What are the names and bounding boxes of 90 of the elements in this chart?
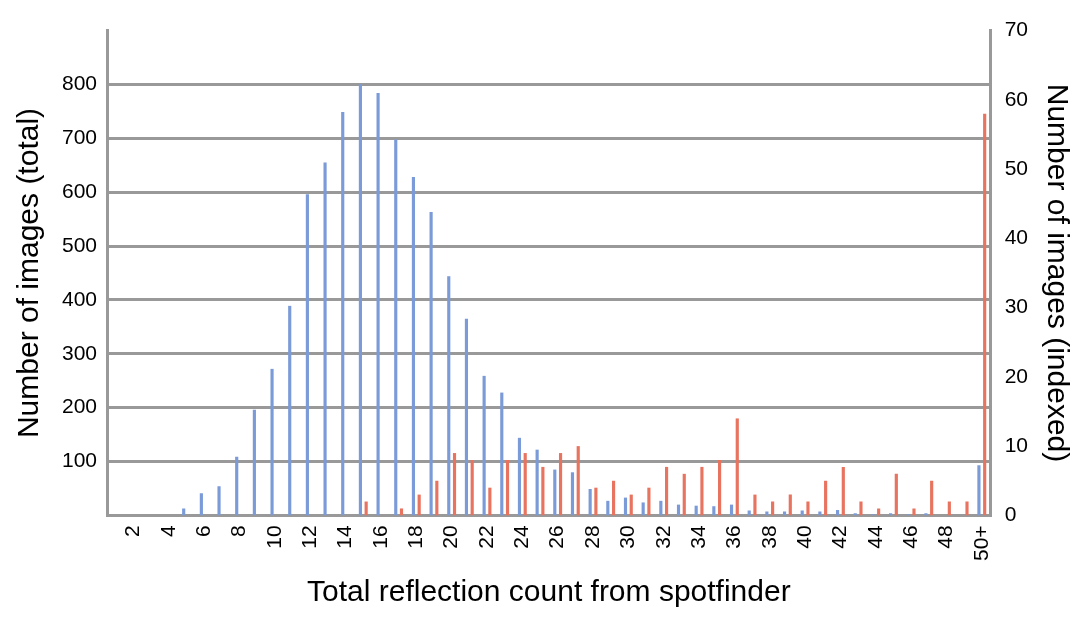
bar xyxy=(647,487,651,516)
x-tick-label: 10 xyxy=(261,525,285,549)
bar xyxy=(718,459,722,516)
x-tick-label: 30 xyxy=(615,525,639,549)
x-tick-label: 12 xyxy=(297,525,321,549)
bar xyxy=(252,409,256,516)
y2-tick-label: 30 xyxy=(1004,294,1028,318)
x-tick-label: 14 xyxy=(332,525,356,549)
bar xyxy=(447,276,451,516)
x-tick-label: 6 xyxy=(191,525,215,538)
bar xyxy=(182,508,186,516)
x-tick-label: 32 xyxy=(650,525,674,549)
bar xyxy=(611,480,616,516)
bar xyxy=(376,93,380,516)
bar xyxy=(841,466,845,516)
bar xyxy=(341,111,345,516)
bar xyxy=(682,473,686,516)
bar xyxy=(500,392,504,516)
x-tick-label: 4 xyxy=(155,525,179,538)
y2-tick-label: 20 xyxy=(1004,363,1028,387)
bar xyxy=(753,494,757,516)
x-axis-title: Total reflection count from spotfinder xyxy=(307,574,791,608)
bar xyxy=(977,465,981,516)
bar xyxy=(199,493,203,516)
bar xyxy=(452,453,457,516)
bar xyxy=(877,508,881,516)
bar xyxy=(217,486,221,516)
bar xyxy=(488,487,492,516)
x-tick-label: 34 xyxy=(685,525,709,549)
x-tick-label: 48 xyxy=(933,525,957,549)
x-tick-label: 22 xyxy=(473,525,497,549)
y2-tick-label: 60 xyxy=(1004,86,1028,110)
x-tick-label: 20 xyxy=(438,525,462,549)
bar xyxy=(859,501,863,516)
y2-tick-label: 50 xyxy=(1004,155,1028,179)
bar xyxy=(930,480,934,516)
bar xyxy=(824,480,828,516)
bar xyxy=(435,480,439,516)
bar xyxy=(806,501,810,516)
bar xyxy=(305,194,309,516)
bar xyxy=(788,494,792,516)
bar xyxy=(912,508,916,516)
bar xyxy=(482,375,486,516)
y-tick-label: 300 xyxy=(61,340,98,364)
x-tick-label: 16 xyxy=(367,525,391,549)
x-tick-label: 18 xyxy=(403,525,427,549)
x-tick-label: 2 xyxy=(120,525,144,538)
bar xyxy=(464,318,469,516)
bar xyxy=(894,473,898,516)
bar xyxy=(470,459,474,516)
bar xyxy=(399,508,404,516)
x-tick-label: 46 xyxy=(897,525,921,549)
bar xyxy=(358,83,362,516)
y2-axis-title: Number of images (indexed) xyxy=(1041,83,1075,463)
x-tick-label: 38 xyxy=(756,525,780,549)
bar xyxy=(288,305,292,516)
y-tick-label: 400 xyxy=(61,286,98,310)
y2-tick-label: 70 xyxy=(1004,17,1028,41)
x-tick-label: 26 xyxy=(544,525,568,549)
bar xyxy=(665,466,669,516)
x-tick-label: 36 xyxy=(721,525,745,549)
bar xyxy=(735,418,739,516)
bar xyxy=(417,494,421,516)
y2-tick-label: 0 xyxy=(1004,502,1017,526)
x-tick-label: 44 xyxy=(862,525,886,549)
y2-tick-label: 10 xyxy=(1004,432,1028,456)
x-tick-label: 42 xyxy=(827,525,851,549)
bar xyxy=(270,368,274,516)
y-axis-title: Number of images (total) xyxy=(11,107,45,439)
bar xyxy=(429,212,433,516)
y-tick-label: 500 xyxy=(61,232,98,256)
bar xyxy=(965,501,969,516)
y-tick-label: 800 xyxy=(61,71,98,95)
y2-tick-label: 40 xyxy=(1004,225,1028,249)
bar xyxy=(411,177,416,516)
x-tick-label: 8 xyxy=(226,525,250,538)
y-tick-label: 700 xyxy=(61,125,98,149)
bar xyxy=(700,466,704,516)
bar xyxy=(712,506,716,516)
x-tick-label: 40 xyxy=(791,525,815,549)
x-tick-label: 24 xyxy=(509,525,533,549)
bar xyxy=(323,162,327,516)
y-tick-label: 600 xyxy=(61,178,98,202)
bar xyxy=(394,139,398,516)
x-tick-label: 28 xyxy=(579,525,603,549)
y-tick-label: 200 xyxy=(61,394,98,418)
y-tick-label: 100 xyxy=(61,448,98,472)
x-tick-label: 50+ xyxy=(968,525,992,561)
bar xyxy=(235,456,239,516)
bar xyxy=(983,113,987,516)
